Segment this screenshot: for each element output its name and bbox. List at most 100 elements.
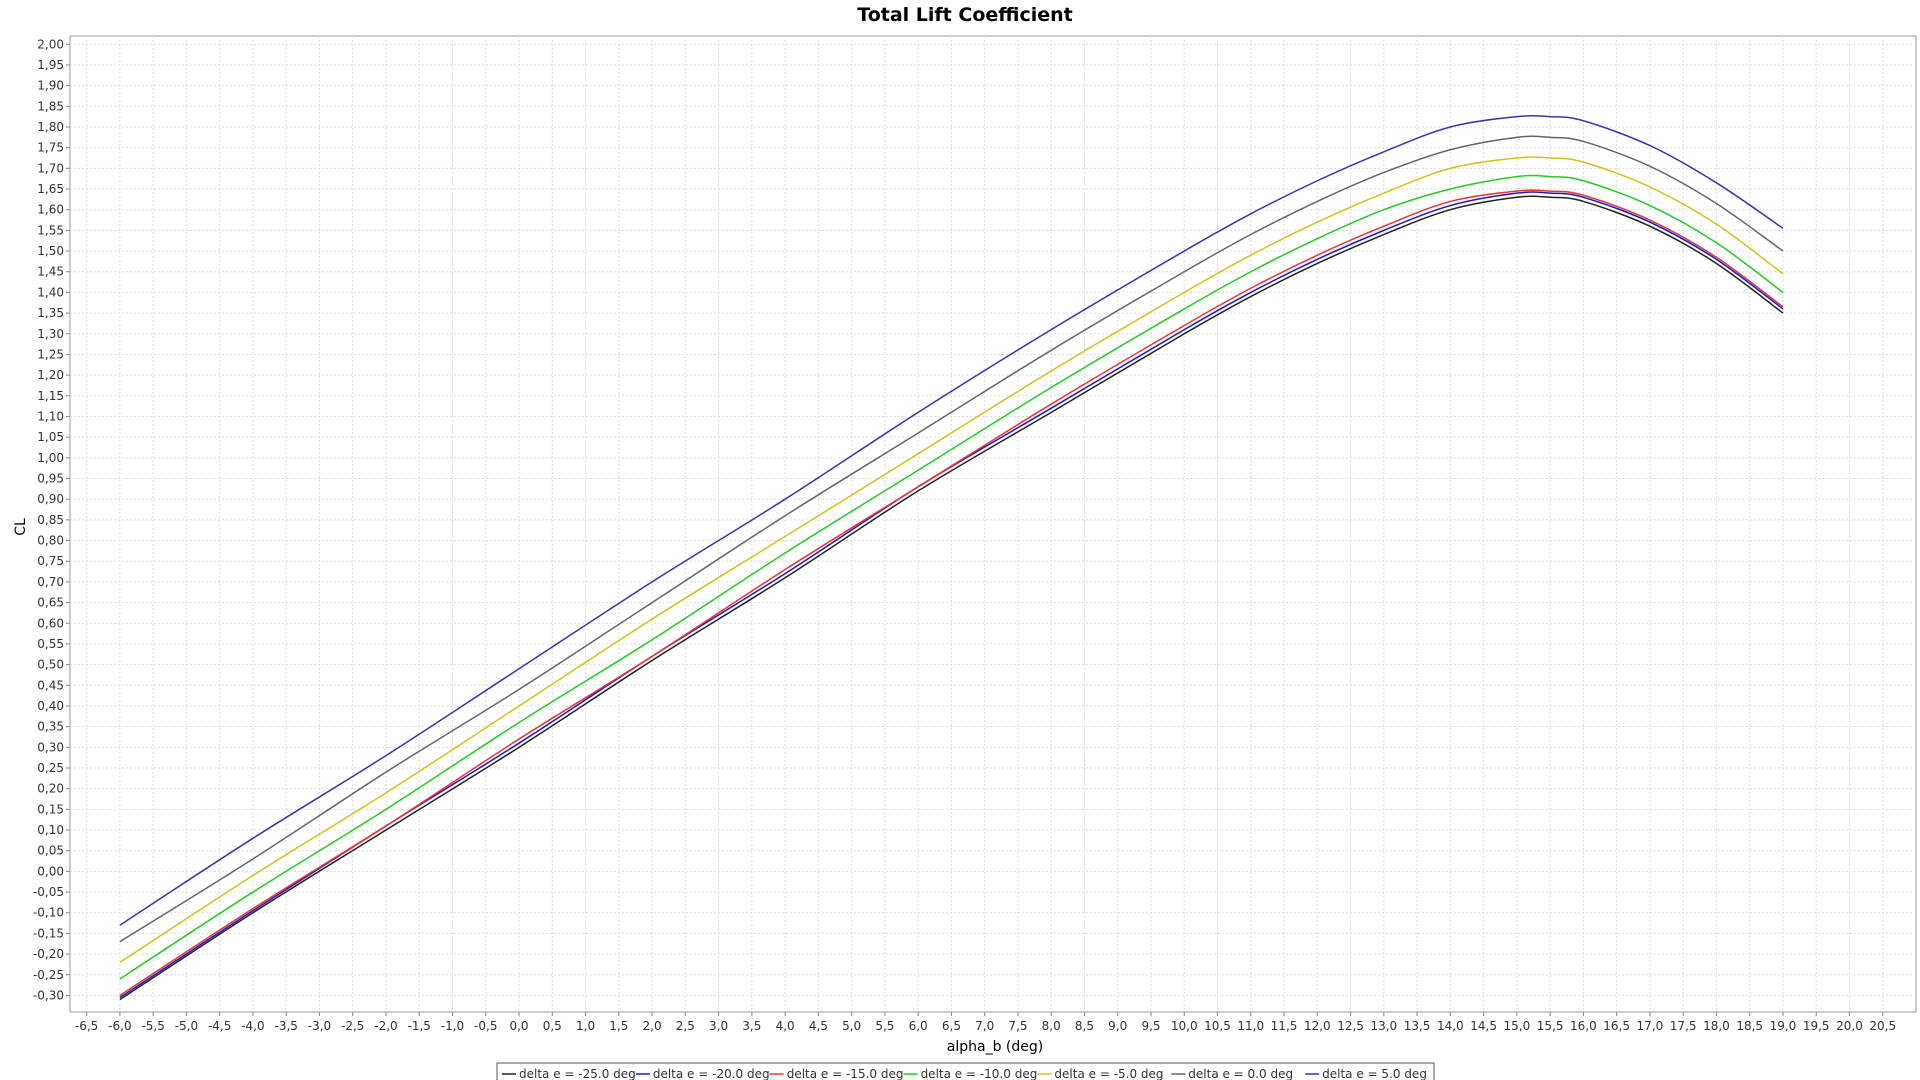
x-tick-label: -4,0: [241, 1019, 264, 1033]
x-tick-label: 17,5: [1670, 1019, 1697, 1033]
y-tick-label: 0,50: [37, 658, 64, 672]
y-tick-label: 0,00: [37, 864, 64, 878]
y-tick-label: 0,40: [37, 699, 64, 713]
x-tick-label: 15,5: [1537, 1019, 1564, 1033]
x-tick-label: -4,5: [208, 1019, 231, 1033]
y-tick-label: 0,80: [37, 534, 64, 548]
x-tick-label: -2,0: [374, 1019, 397, 1033]
x-tick-label: -6,5: [75, 1019, 98, 1033]
x-axis-title: alpha_b (deg): [947, 1039, 1043, 1055]
y-tick-label: 1,70: [37, 161, 64, 175]
series-line-1: [119, 191, 1784, 999]
y-tick-label: 0,05: [37, 844, 64, 858]
y-tick-label: 2,00: [37, 37, 64, 51]
y-tick-label: 1,30: [37, 327, 64, 341]
x-tick-label: -3,0: [308, 1019, 331, 1033]
y-tick-label: 1,55: [37, 223, 64, 237]
y-tick-label: 1,75: [37, 141, 64, 155]
y-tick-label: 1,65: [37, 182, 64, 196]
y-tick-label: 1,90: [37, 79, 64, 93]
x-tick-label: 1,0: [576, 1019, 595, 1033]
y-tick-label: 1,50: [37, 244, 64, 258]
x-tick-label: 3,5: [742, 1019, 761, 1033]
y-axis-ticks: -0,30 -0,25 -0,20 -0,15 -0,10 -0,05 0,00 0,05 0,…: [33, 37, 70, 1002]
y-tick-label: 1,95: [37, 58, 64, 72]
chart-title: Total Lift Coefficient: [857, 4, 1072, 26]
y-tick-label: -0,05: [33, 885, 64, 899]
x-tick-label: 18,5: [1736, 1019, 1763, 1033]
x-tick-label: 2,5: [676, 1019, 695, 1033]
series-line-3: [119, 174, 1784, 980]
y-tick-label: 0,45: [37, 678, 64, 692]
x-tick-label: 16,0: [1570, 1019, 1597, 1033]
y-tick-label: -0,10: [33, 906, 64, 920]
x-axis-ticks: -6,5 -6,0 -5,5 -5,0 -4,5 -4,0 -3,5 -3,0 -2,5 -2,0…: [75, 1012, 1896, 1033]
y-tick-label: 0,15: [37, 802, 64, 816]
x-tick-label: 13,5: [1404, 1019, 1431, 1033]
y-tick-label: 0,90: [37, 492, 64, 506]
x-tick-label: 15,0: [1504, 1019, 1531, 1033]
y-axis-title: CL: [13, 518, 29, 536]
x-tick-label: 11,5: [1271, 1019, 1298, 1033]
series-lines: [119, 114, 1784, 1001]
y-tick-label: -0,25: [33, 968, 64, 982]
x-tick-label: -1,5: [408, 1019, 431, 1033]
x-tick-label: 2,0: [643, 1019, 662, 1033]
plot-area: [69, 35, 1917, 1013]
x-tick-label: 12,0: [1304, 1019, 1331, 1033]
x-tick-label: 17,0: [1637, 1019, 1664, 1033]
x-tick-label: -2,5: [341, 1019, 364, 1033]
legend-label: delta e = 0.0 deg: [1188, 1067, 1293, 1080]
series-line-6: [119, 114, 1784, 926]
y-tick-label: 1,10: [37, 409, 64, 423]
x-tick-label: -5,5: [141, 1019, 164, 1033]
legend-label: delta e = -5.0 deg: [1054, 1067, 1163, 1080]
y-tick-label: 1,35: [37, 306, 64, 320]
x-tick-label: 4,0: [776, 1019, 795, 1033]
legend-label: delta e = -25.0 deg: [519, 1067, 636, 1080]
x-tick-label: 4,5: [809, 1019, 828, 1033]
y-tick-label: 0,30: [37, 740, 64, 754]
x-tick-label: 14,0: [1437, 1019, 1464, 1033]
y-tick-label: 1,05: [37, 430, 64, 444]
y-tick-label: 1,40: [37, 285, 64, 299]
y-tick-label: 1,20: [37, 368, 64, 382]
legend-label: delta e = -20.0 deg: [653, 1067, 770, 1080]
x-tick-label: -3,5: [274, 1019, 297, 1033]
x-tick-label: -6,0: [108, 1019, 131, 1033]
y-tick-label: 0,75: [37, 554, 64, 568]
y-tick-label: 0,95: [37, 472, 64, 486]
x-tick-label: 12,5: [1337, 1019, 1364, 1033]
x-tick-label: 0,0: [509, 1019, 528, 1033]
x-tick-label: 19,5: [1803, 1019, 1830, 1033]
x-tick-label: 6,5: [942, 1019, 961, 1033]
x-tick-label: 10,0: [1171, 1019, 1198, 1033]
y-tick-label: 1,80: [37, 120, 64, 134]
x-tick-label: 20,5: [1869, 1019, 1896, 1033]
x-tick-label: -0,5: [474, 1019, 497, 1033]
x-tick-label: -5,0: [175, 1019, 198, 1033]
y-tick-label: 0,20: [37, 782, 64, 796]
y-tick-label: 1,45: [37, 265, 64, 279]
y-tick-label: 1,60: [37, 203, 64, 217]
x-tick-label: 20,0: [1836, 1019, 1863, 1033]
x-tick-label: 7,5: [1008, 1019, 1027, 1033]
y-tick-label: 1,00: [37, 451, 64, 465]
y-tick-label: 1,85: [37, 99, 64, 113]
y-tick-label: -0,30: [33, 988, 64, 1002]
x-tick-label: 13,0: [1370, 1019, 1397, 1033]
y-tick-label: 1,25: [37, 347, 64, 361]
series-line-4: [119, 156, 1784, 964]
y-tick-label: 0,65: [37, 596, 64, 610]
x-tick-label: 9,0: [1108, 1019, 1127, 1033]
y-tick-label: 0,10: [37, 823, 64, 837]
y-tick-label: -0,15: [33, 926, 64, 940]
x-tick-label: 0,5: [543, 1019, 562, 1033]
series-line-2: [119, 189, 1784, 997]
x-tick-label: 19,0: [1770, 1019, 1797, 1033]
x-tick-label: 1,5: [609, 1019, 628, 1033]
legend-label: delta e = -15.0 deg: [787, 1067, 904, 1080]
y-tick-label: 0,60: [37, 616, 64, 630]
x-tick-label: 8,5: [1075, 1019, 1094, 1033]
